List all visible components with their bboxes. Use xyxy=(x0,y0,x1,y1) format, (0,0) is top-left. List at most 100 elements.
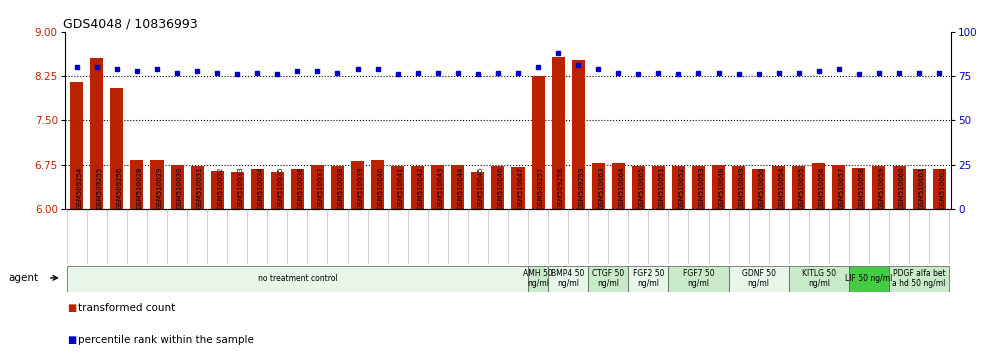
Text: agent: agent xyxy=(8,273,38,283)
Bar xyxy=(210,171,224,209)
Bar xyxy=(589,266,628,292)
Text: GDNF 50
ng/ml: GDNF 50 ng/ml xyxy=(742,269,776,289)
Bar xyxy=(67,266,528,292)
Bar xyxy=(912,169,925,209)
Bar xyxy=(651,166,665,209)
Text: GSM510028: GSM510028 xyxy=(136,166,143,209)
Text: GSM510048: GSM510048 xyxy=(718,166,724,209)
Text: GSM510049: GSM510049 xyxy=(739,166,745,209)
Bar xyxy=(111,88,124,209)
Text: GSM510062: GSM510062 xyxy=(939,166,945,209)
Bar xyxy=(849,266,889,292)
Text: GSM510035: GSM510035 xyxy=(277,166,283,209)
Bar xyxy=(150,160,163,209)
Bar xyxy=(512,167,525,209)
Text: GSM510039: GSM510039 xyxy=(358,166,364,209)
Text: GSM510053: GSM510053 xyxy=(698,166,704,209)
Text: GSM510042: GSM510042 xyxy=(417,166,423,209)
Bar xyxy=(872,166,885,209)
Text: GSM510065: GSM510065 xyxy=(638,166,644,209)
Bar xyxy=(692,166,705,209)
Text: GSM509255: GSM509255 xyxy=(97,167,103,209)
Text: GSM510032: GSM510032 xyxy=(217,166,223,209)
Bar xyxy=(311,165,324,209)
Text: CTGF 50
ng/ml: CTGF 50 ng/ml xyxy=(592,269,624,289)
Text: percentile rank within the sample: percentile rank within the sample xyxy=(78,335,254,345)
Bar xyxy=(631,166,644,209)
Text: GSM510040: GSM510040 xyxy=(377,166,383,209)
Text: GSM510051: GSM510051 xyxy=(658,166,664,209)
Bar xyxy=(372,160,384,209)
Text: GSM509258: GSM509258 xyxy=(558,166,564,209)
Bar xyxy=(853,167,866,209)
Text: GSM510044: GSM510044 xyxy=(458,166,464,209)
Text: GSM510037: GSM510037 xyxy=(318,166,324,209)
Text: GSM510057: GSM510057 xyxy=(839,166,845,209)
Text: GSM509256: GSM509256 xyxy=(117,166,123,209)
Text: KITLG 50
ng/ml: KITLG 50 ng/ml xyxy=(802,269,836,289)
Bar xyxy=(130,160,143,209)
Bar xyxy=(792,166,806,209)
Bar xyxy=(672,166,685,209)
Bar xyxy=(91,58,104,209)
Text: GSM510056: GSM510056 xyxy=(819,166,825,209)
Text: FGF7 50
ng/ml: FGF7 50 ng/ml xyxy=(682,269,714,289)
Bar xyxy=(170,165,183,209)
Text: FGF2 50
ng/ml: FGF2 50 ng/ml xyxy=(632,269,664,289)
Bar xyxy=(532,76,545,209)
Text: GSM510059: GSM510059 xyxy=(879,166,885,209)
Text: GSM510045: GSM510045 xyxy=(478,166,484,209)
Text: GSM510063: GSM510063 xyxy=(599,166,605,209)
Text: GDS4048 / 10836993: GDS4048 / 10836993 xyxy=(63,18,197,31)
Bar xyxy=(612,164,624,209)
Text: ■: ■ xyxy=(67,303,76,313)
Text: GSM510054: GSM510054 xyxy=(779,166,785,209)
Text: GSM510052: GSM510052 xyxy=(678,166,684,209)
Bar xyxy=(789,266,849,292)
Text: PDGF alfa bet
a hd 50 ng/ml: PDGF alfa bet a hd 50 ng/ml xyxy=(892,269,946,289)
Bar xyxy=(889,266,949,292)
Bar xyxy=(572,59,585,209)
Bar xyxy=(592,163,605,209)
Bar xyxy=(728,266,789,292)
Text: no treatment control: no treatment control xyxy=(258,274,338,283)
Text: LIF 50 ng/ml: LIF 50 ng/ml xyxy=(846,274,892,283)
Text: BMP4 50
ng/ml: BMP4 50 ng/ml xyxy=(552,269,585,289)
Text: GSM510064: GSM510064 xyxy=(619,166,624,209)
Bar xyxy=(548,266,589,292)
Text: GSM510031: GSM510031 xyxy=(197,166,203,209)
Bar xyxy=(833,165,846,209)
Text: GSM509257: GSM509257 xyxy=(538,166,544,209)
Text: GSM510061: GSM510061 xyxy=(919,166,925,209)
Text: GSM510043: GSM510043 xyxy=(438,166,444,209)
Text: GSM510038: GSM510038 xyxy=(338,166,344,209)
Text: GSM509254: GSM509254 xyxy=(77,167,83,209)
Bar xyxy=(732,166,745,209)
Bar xyxy=(552,57,565,209)
Bar xyxy=(892,166,905,209)
Bar xyxy=(772,166,785,209)
Text: GSM510041: GSM510041 xyxy=(397,166,403,209)
Bar xyxy=(668,266,728,292)
Text: GSM510030: GSM510030 xyxy=(177,166,183,209)
Text: transformed count: transformed count xyxy=(78,303,175,313)
Bar xyxy=(528,266,548,292)
Bar xyxy=(431,165,444,209)
Bar xyxy=(251,169,264,209)
Text: GSM510034: GSM510034 xyxy=(257,166,263,209)
Bar xyxy=(491,166,504,209)
Bar xyxy=(712,165,725,209)
Bar xyxy=(351,161,365,209)
Bar xyxy=(291,169,304,209)
Bar xyxy=(391,166,404,209)
Bar xyxy=(231,172,244,209)
Text: GSM510047: GSM510047 xyxy=(518,166,524,209)
Text: GSM510046: GSM510046 xyxy=(498,166,504,209)
Text: GSM510033: GSM510033 xyxy=(237,166,243,209)
Text: GSM510055: GSM510055 xyxy=(799,166,805,209)
Text: GSM509259: GSM509259 xyxy=(578,166,584,209)
Text: GSM510029: GSM510029 xyxy=(157,166,163,209)
Text: GSM510050: GSM510050 xyxy=(759,166,765,209)
Text: GSM510036: GSM510036 xyxy=(298,166,304,209)
Bar xyxy=(411,166,424,209)
